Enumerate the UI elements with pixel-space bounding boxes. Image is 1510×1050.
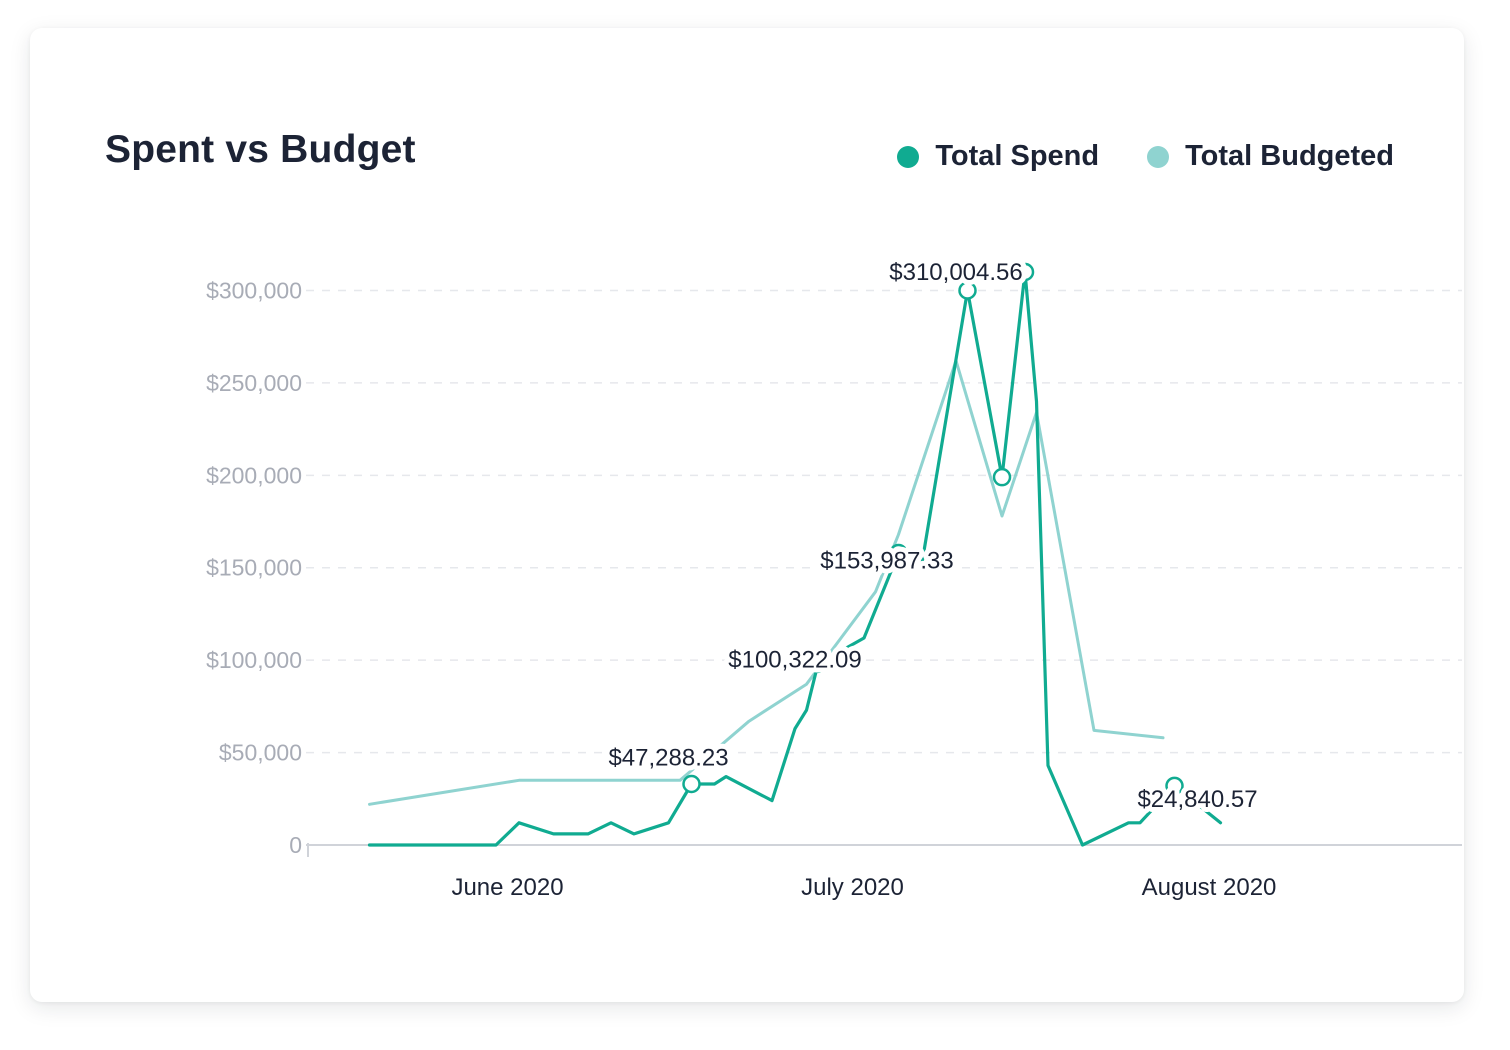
series-line-total-budgeted	[368, 359, 1165, 806]
data-point-marker	[889, 543, 908, 563]
legend-swatch-budget	[1147, 145, 1170, 168]
data-point-marker	[682, 774, 701, 794]
data-label: $24,840.57	[1137, 786, 1257, 813]
data-label: $47,288.23	[608, 745, 728, 772]
x-tick-label: August 2020	[1142, 874, 1277, 901]
data-point-marker	[992, 467, 1012, 487]
legend-label-spend: Total Spend	[935, 140, 1100, 172]
data-point-marker	[958, 281, 977, 300]
y-tick-label: $300,000	[206, 277, 302, 303]
series-line-total-spend	[367, 270, 1223, 847]
x-tick-label: June 2020	[451, 874, 563, 901]
legend-swatch-spend	[897, 145, 920, 168]
data-label: $310,004.56	[889, 259, 1022, 286]
y-tick-label: $100,000	[206, 647, 302, 673]
data-point-marker	[1015, 262, 1035, 282]
chart-legend: Total Spend Total Budgeted	[897, 140, 1394, 173]
legend-label-budget: Total Budgeted	[1185, 140, 1394, 172]
y-tick-label: 0	[289, 832, 302, 858]
legend-item-total-spend[interactable]: Total Spend	[897, 140, 1099, 173]
y-tick-label: $250,000	[206, 370, 302, 396]
legend-item-total-budgeted[interactable]: Total Budgeted	[1147, 140, 1394, 173]
y-tick-label: $50,000	[219, 740, 302, 766]
x-tick-label: July 2020	[801, 874, 904, 901]
y-tick-label: $150,000	[206, 555, 302, 581]
y-tick-label: $200,000	[206, 462, 302, 488]
data-point-marker	[1165, 776, 1184, 796]
data-label: $100,322.09	[728, 647, 861, 674]
chart-title: Spent vs Budget	[105, 128, 416, 171]
chart-card: Spent vs Budget Total Spend Total Budget…	[30, 28, 1464, 1002]
data-label: $153,987.33	[820, 547, 953, 574]
data-point-marker	[808, 654, 828, 674]
